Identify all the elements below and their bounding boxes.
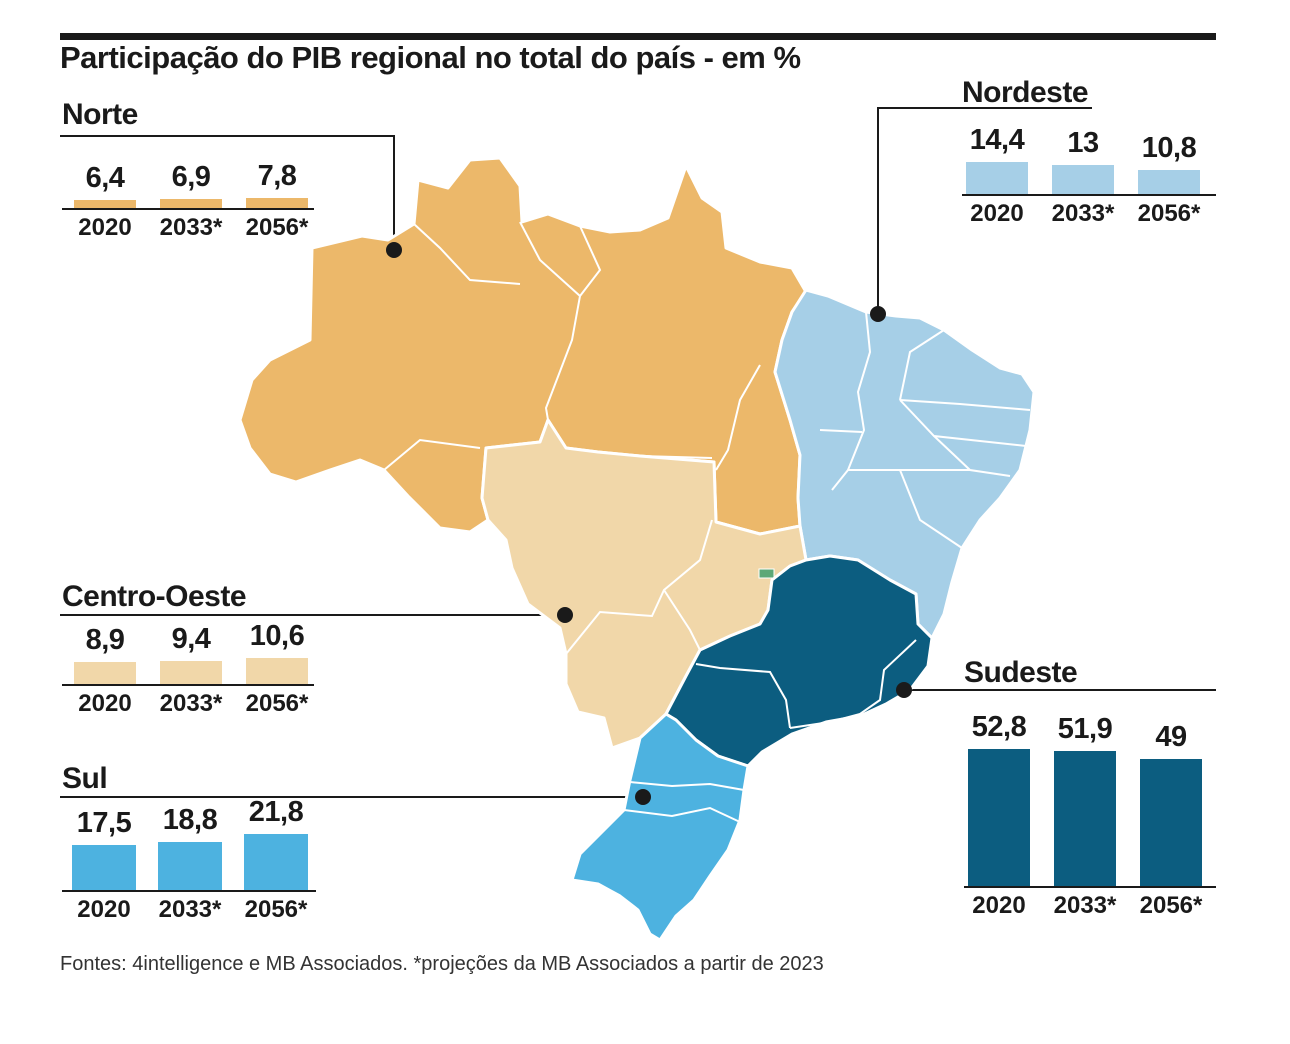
bar-value-sudeste-0: 52,8 xyxy=(971,710,1027,743)
bar-value-sudeste-1: 51,9 xyxy=(1057,713,1113,746)
bar-value-sudeste-2: 49 xyxy=(1155,720,1187,753)
centro-oeste-state-borders xyxy=(565,519,713,655)
bar-year-sudeste-1: 2033* xyxy=(1053,892,1117,919)
bar-year-norte-2: 2056* xyxy=(245,214,309,241)
bar-value-centro-oeste-0: 8,9 xyxy=(85,624,125,657)
marker-norte xyxy=(386,242,402,258)
bar-year-norte-1: 2033* xyxy=(159,214,223,241)
bar-year-sudeste-0: 2020 xyxy=(972,892,1026,919)
leader-line-norte xyxy=(60,135,395,250)
bar-year-sul-2: 2056* xyxy=(244,896,308,923)
bar-year-nordeste-2: 2056* xyxy=(1137,200,1201,227)
chart-title: Participação do PIB regional no total do… xyxy=(60,40,801,75)
bar-value-norte-0: 6,4 xyxy=(85,161,125,194)
panel-norte: Norte 6,4 2020 6,9 2033* 7,8 2056* xyxy=(62,98,322,250)
region-nordeste xyxy=(773,288,1036,640)
bar-value-nordeste-0: 14,4 xyxy=(969,124,1025,157)
bar-nordeste-1 xyxy=(1052,165,1114,194)
bar-year-sul-0: 2020 xyxy=(77,896,131,923)
panel-nordeste: Nordeste 14,4 2020 13 2033* 10,8 2056* xyxy=(962,76,1222,236)
bar-value-nordeste-2: 10,8 xyxy=(1141,132,1197,165)
leader-lines xyxy=(60,107,1216,798)
panel-title: Nordeste xyxy=(962,76,1089,109)
bar-value-centro-oeste-2: 10,6 xyxy=(249,620,305,653)
baseline-sul xyxy=(62,890,316,892)
top-rule xyxy=(60,33,1216,40)
bar-centro-oeste-1 xyxy=(160,660,222,684)
panel-title: Sul xyxy=(62,762,108,795)
marker-sul xyxy=(635,789,651,805)
distrito-federal xyxy=(758,568,775,579)
leader-line-nordeste xyxy=(877,107,1092,314)
bar-norte-1 xyxy=(160,199,222,208)
bar-value-sul-1: 18,8 xyxy=(162,804,218,837)
region-sul xyxy=(570,712,750,942)
bar-sudeste-1 xyxy=(1054,751,1116,886)
bar-centro-oeste-2 xyxy=(246,658,308,684)
panel-title: Sudeste xyxy=(964,656,1078,689)
bar-year-centro-oeste-1: 2033* xyxy=(159,690,223,717)
sul-state-borders xyxy=(623,781,745,823)
bar-year-norte-0: 2020 xyxy=(78,214,132,241)
sudeste-state-borders xyxy=(695,639,917,731)
bar-sudeste-0 xyxy=(968,748,1030,886)
bar-value-nordeste-1: 13 xyxy=(1067,127,1099,160)
panel-centro-oeste: Centro-Oeste 8,9 2020 9,4 2033* 10,6 2056* xyxy=(62,580,322,732)
bar-year-nordeste-1: 2033* xyxy=(1051,200,1115,227)
panel-title: Norte xyxy=(62,98,138,131)
bar-norte-2 xyxy=(246,197,308,208)
baseline-sudeste xyxy=(964,886,1216,888)
bar-year-sudeste-2: 2056* xyxy=(1139,892,1203,919)
panel-sul: Sul 17,5 2020 18,8 2033* 21,8 2056* xyxy=(62,762,322,934)
bar-year-sul-1: 2033* xyxy=(158,896,222,923)
bar-sul-2 xyxy=(244,834,308,890)
bar-norte-0 xyxy=(74,199,136,208)
bar-year-nordeste-0: 2020 xyxy=(970,200,1024,227)
norte-state-borders xyxy=(383,221,761,471)
bar-sudeste-2 xyxy=(1140,758,1202,886)
bar-value-sul-0: 17,5 xyxy=(76,807,132,840)
bar-value-norte-1: 6,9 xyxy=(171,161,211,194)
marker-nordeste xyxy=(870,306,886,322)
panel-sudeste: Sudeste 52,8 2020 51,9 2033* 49 2056* xyxy=(964,656,1224,936)
marker-centro-oeste xyxy=(557,607,573,623)
bar-value-sul-2: 21,8 xyxy=(248,796,304,829)
bar-value-norte-2: 7,8 xyxy=(257,159,297,192)
bar-year-centro-oeste-2: 2056* xyxy=(245,690,309,717)
bar-year-centro-oeste-0: 2020 xyxy=(78,690,132,717)
bar-nordeste-0 xyxy=(966,162,1028,194)
marker-sudeste xyxy=(896,682,912,698)
bar-centro-oeste-0 xyxy=(74,662,136,684)
panel-title: Centro-Oeste xyxy=(62,580,247,613)
footnote: Fontes: 4intelligence e MB Associados. *… xyxy=(60,953,824,975)
bar-nordeste-2 xyxy=(1138,170,1200,194)
baseline-norte xyxy=(62,208,314,210)
leader-markers xyxy=(386,242,912,805)
bar-sul-1 xyxy=(158,842,222,890)
nordeste-state-borders xyxy=(819,311,1031,549)
baseline-nordeste xyxy=(962,194,1216,196)
baseline-centro-oeste xyxy=(62,684,314,686)
bar-sul-0 xyxy=(72,845,136,890)
region-sudeste xyxy=(664,554,934,768)
bar-value-centro-oeste-1: 9,4 xyxy=(171,622,211,655)
